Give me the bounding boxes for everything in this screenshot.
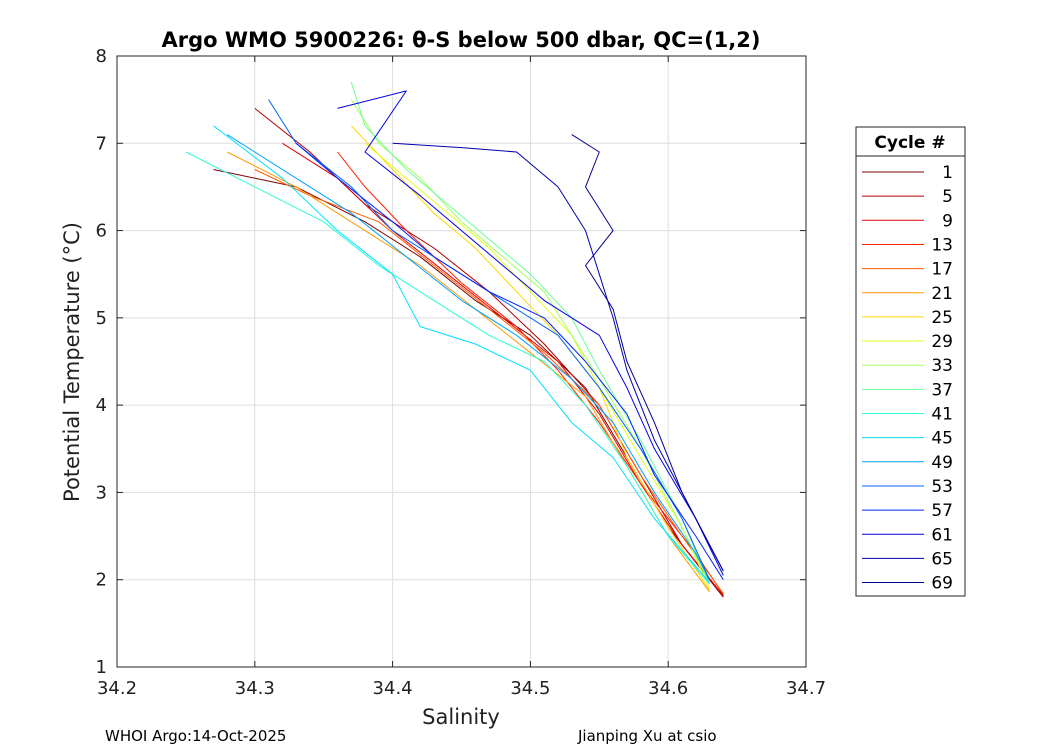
legend-label-5: 5 — [942, 187, 953, 207]
y-axis-label: Potential Temperature (°C) — [60, 222, 84, 502]
chart-title: Argo WMO 5900226: θ-S below 500 dbar, QC… — [162, 28, 761, 52]
legend-label-53: 53 — [931, 477, 953, 497]
footer-right: Jianping Xu at csio — [577, 727, 717, 745]
x-tick-label: 34.2 — [97, 678, 137, 699]
legend-label-45: 45 — [931, 429, 953, 449]
series-line-cycle-69 — [571, 134, 724, 572]
series-line-cycle-53 — [268, 99, 710, 580]
legend-box — [855, 126, 966, 597]
series-group — [185, 82, 724, 598]
x-tick-label: 34.3 — [235, 678, 275, 699]
series-line-cycle-25 — [350, 125, 710, 591]
legend-label-21: 21 — [931, 284, 953, 304]
series-line-cycle-65 — [392, 142, 724, 572]
y-tick-label: 5 — [96, 308, 107, 329]
series-line-cycle-49 — [226, 134, 710, 580]
series-line-cycle-61 — [337, 90, 724, 576]
y-tick-label: 8 — [96, 46, 107, 67]
y-tick-label: 7 — [96, 133, 107, 154]
legend-label-69: 69 — [931, 574, 953, 594]
tick-group: 34.2 34.3 34.4 34.5 34.6 34.7 1 2 3 4 5 6 7 8 — [96, 46, 826, 699]
series-line-cycle-9 — [282, 142, 724, 597]
x-axis-label: Salinity — [422, 705, 500, 729]
x-tick-label: 34.6 — [648, 678, 688, 699]
plot-area — [117, 56, 806, 667]
legend-label-65: 65 — [931, 549, 953, 569]
legend-label-25: 25 — [931, 308, 953, 328]
y-tick-label: 1 — [96, 657, 107, 678]
legend-items: 1 5 9 13 17 21 25 29 33 37 41 45 49 53 57 61 65 69 — [862, 163, 953, 594]
legend-label-37: 37 — [931, 380, 953, 400]
legend-title: Cycle # — [874, 133, 945, 153]
y-tick-label: 4 — [96, 395, 107, 416]
series-line-cycle-29 — [364, 142, 710, 589]
x-tick-label: 34.5 — [510, 678, 550, 699]
plot-frame — [116, 55, 807, 668]
legend-label-13: 13 — [931, 235, 953, 255]
legend-label-49: 49 — [931, 453, 953, 473]
series-line-cycle-41 — [185, 151, 710, 585]
x-tick-label: 34.7 — [786, 678, 826, 699]
series-line-cycle-57 — [295, 142, 724, 580]
x-tick-label: 34.4 — [373, 678, 413, 699]
series-line-cycle-45 — [213, 125, 710, 583]
grid — [117, 56, 806, 667]
legend: Cycle # 1 5 9 13 17 21 25 29 33 37 41 45 49 53 57 61 65 6… — [855, 126, 966, 597]
legend-label-9: 9 — [942, 211, 953, 231]
legend-label-57: 57 — [931, 501, 953, 521]
series-line-cycle-13 — [337, 151, 724, 595]
legend-label-29: 29 — [931, 332, 953, 352]
series-line-cycle-37 — [350, 82, 710, 585]
legend-label-17: 17 — [931, 260, 953, 280]
legend-label-1: 1 — [942, 163, 953, 183]
y-tick-label: 2 — [96, 570, 107, 591]
footer-left: WHOI Argo:14-Oct-2025 — [105, 727, 286, 745]
y-tick-label: 3 — [96, 482, 107, 503]
y-tick-label: 6 — [96, 221, 107, 242]
legend-label-33: 33 — [931, 356, 953, 376]
legend-label-41: 41 — [931, 405, 953, 425]
legend-label-61: 61 — [931, 525, 953, 545]
